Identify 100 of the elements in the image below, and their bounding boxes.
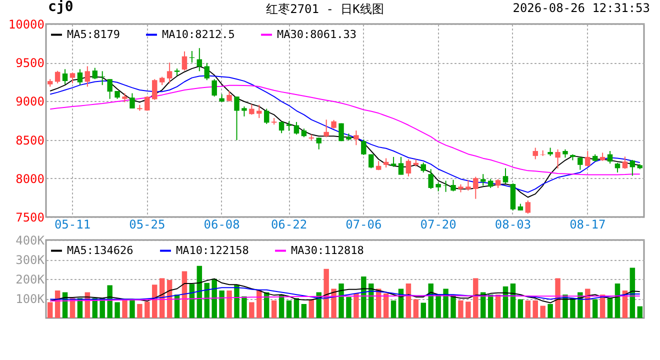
line-series	[50, 278, 640, 304]
candlestick	[242, 106, 247, 117]
bar	[466, 302, 471, 318]
candlestick	[234, 96, 240, 141]
candlestick	[480, 174, 486, 186]
bar	[458, 300, 464, 318]
bar	[122, 299, 128, 318]
bar	[286, 300, 292, 318]
candlestick	[473, 176, 478, 200]
bar	[242, 296, 247, 318]
bar	[614, 283, 620, 318]
candlestick	[77, 68, 83, 86]
y-tick-label: 7500	[16, 210, 44, 224]
bar	[219, 290, 224, 318]
bar	[637, 306, 643, 318]
bar	[107, 285, 112, 318]
bar	[518, 299, 524, 318]
bar	[361, 276, 366, 318]
bar	[189, 284, 195, 318]
x-tick-label: 06-22	[270, 218, 308, 232]
candlestick	[354, 130, 359, 146]
bar	[226, 290, 232, 318]
candlestick	[166, 62, 172, 84]
bar	[331, 288, 336, 318]
bar	[450, 294, 456, 318]
candlestick	[428, 168, 434, 190]
bar	[495, 294, 501, 318]
candlestick	[406, 158, 412, 177]
legend-label: MA30:112818	[291, 244, 364, 257]
bar	[630, 268, 636, 318]
bar	[525, 300, 531, 318]
candlestick	[607, 150, 613, 164]
legend-label: MA10:8212.5	[162, 28, 235, 41]
candlestick	[212, 78, 217, 98]
bar	[428, 283, 434, 318]
candlestick	[182, 50, 188, 72]
candlestick	[249, 104, 254, 116]
candlestick	[196, 48, 202, 72]
x-tick-label: 08-03	[494, 218, 532, 232]
bar	[324, 268, 329, 318]
candlestick	[578, 156, 583, 170]
bar	[562, 294, 568, 318]
candlestick	[54, 70, 60, 84]
x-tick-label: 08-17	[570, 218, 606, 232]
bar	[354, 293, 359, 318]
bar	[443, 288, 448, 318]
x-tick-label: 06-08	[204, 218, 240, 232]
candlestick	[525, 200, 531, 214]
bar	[607, 298, 613, 318]
chart-title: 红枣2701 - 日K线图	[266, 1, 384, 18]
bar	[548, 304, 553, 318]
candlestick	[204, 62, 210, 81]
y-tick-label: 8500	[16, 133, 44, 148]
bar	[196, 266, 202, 318]
y-tick-label: 10000	[8, 18, 44, 32]
candlestick	[622, 156, 628, 170]
candlestick	[70, 72, 76, 84]
bar	[256, 290, 262, 318]
line-series	[50, 84, 640, 176]
bar	[383, 293, 389, 318]
bar	[301, 304, 307, 318]
candlestick	[383, 158, 389, 168]
bar	[182, 271, 188, 318]
bar	[204, 282, 210, 318]
candlestick	[316, 136, 322, 150]
candlestick	[226, 90, 232, 102]
bar	[271, 300, 277, 318]
legend-label: MA5:134626	[67, 244, 134, 257]
candlestick	[62, 68, 68, 85]
y-tick-label: 200K	[16, 272, 46, 286]
x-tick-label: 07-06	[346, 218, 382, 232]
candlestick	[630, 159, 636, 176]
text: 2026-08-26 12:31:53	[512, 1, 650, 15]
bar	[308, 299, 314, 318]
bar	[338, 283, 344, 318]
bar	[346, 296, 352, 318]
bar	[540, 306, 546, 318]
bar	[390, 300, 396, 318]
legend-label: MA10:122158	[176, 244, 249, 257]
candlestick	[256, 104, 262, 119]
bar	[473, 278, 478, 318]
legend-label: MA30:8061.33	[277, 28, 356, 41]
bar	[137, 304, 142, 318]
candlestick	[278, 120, 284, 134]
bar	[420, 302, 426, 318]
bar	[130, 299, 135, 318]
bar	[234, 284, 240, 318]
bar	[406, 283, 412, 318]
candlestick	[450, 179, 456, 192]
x-tick-label: 05-25	[129, 218, 166, 232]
candlestick	[84, 66, 90, 88]
candlestick	[144, 96, 150, 112]
candlestick	[294, 121, 300, 136]
candlestick	[555, 148, 560, 170]
bar	[510, 283, 516, 318]
bar	[413, 299, 419, 318]
bar	[114, 302, 120, 318]
candlestick	[532, 147, 538, 160]
candlestick	[420, 162, 426, 173]
y-tick-label: 9000	[16, 94, 44, 109]
